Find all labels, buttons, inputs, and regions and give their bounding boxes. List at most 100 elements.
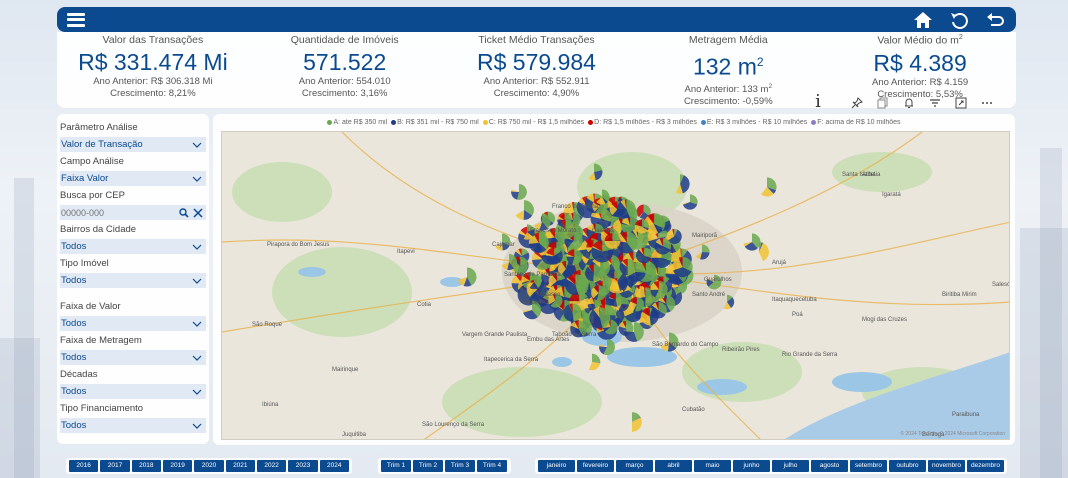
faixa-metragem-dropdown[interactable]: Todos: [60, 350, 206, 365]
search-icon[interactable]: [179, 207, 189, 218]
hamburger-icon[interactable]: [67, 12, 85, 27]
quarter-chip[interactable]: Trim 3: [445, 460, 475, 472]
quarter-chip[interactable]: Trim 4: [477, 460, 507, 472]
pie-slice: [622, 320, 627, 329]
month-chip[interactable]: agosto: [811, 460, 848, 472]
pie-slice: [604, 319, 618, 335]
quarter-chip[interactable]: Trim 2: [413, 460, 443, 472]
water-body: [607, 347, 677, 367]
pie-slice: [534, 222, 542, 231]
financiamento-dropdown[interactable]: Todos: [60, 418, 206, 433]
clear-icon[interactable]: [193, 207, 203, 218]
month-chip[interactable]: outubro: [889, 460, 926, 472]
pie-slice: [532, 252, 543, 260]
cep-input[interactable]: [61, 207, 161, 218]
pie-slice: [672, 257, 683, 271]
water-body: [832, 372, 892, 392]
campo-dropdown[interactable]: Faixa Valor: [60, 171, 206, 186]
pie-slice: [558, 212, 565, 220]
month-chip[interactable]: janeiro: [538, 460, 575, 472]
pie-slice: [594, 205, 601, 213]
month-chip[interactable]: julho: [772, 460, 809, 472]
year-chip[interactable]: 2023: [288, 460, 318, 472]
legend-item[interactable]: D: R$ 1,5 milhões - R$ 3 milhões: [588, 119, 697, 126]
parametro-label: Parâmetro Análise: [60, 122, 138, 133]
year-chip[interactable]: 2024: [319, 460, 349, 472]
pie-slice: [628, 251, 634, 263]
month-chip[interactable]: março: [616, 460, 653, 472]
legend-item[interactable]: F: acima de R$ 10 milhões: [811, 119, 901, 126]
pie-slice: [602, 189, 610, 202]
pie-slice: [635, 219, 642, 227]
kpi-value: R$ 579.984: [477, 49, 596, 75]
pie-slice: [534, 274, 542, 288]
year-chip[interactable]: 2019: [162, 460, 193, 472]
pie-slice: [643, 287, 646, 298]
pie-slice: [557, 220, 566, 230]
pie-slice: [588, 264, 594, 273]
pie-slice: [666, 229, 675, 241]
year-chip[interactable]: 2020: [194, 460, 224, 472]
copy-icon[interactable]: [874, 95, 892, 111]
alert-icon[interactable]: [900, 95, 918, 111]
month-chip[interactable]: abril: [655, 460, 692, 472]
quarter-chip[interactable]: Trim 1: [381, 460, 411, 472]
pie-slice: [495, 242, 503, 251]
month-chip[interactable]: dezembro: [967, 460, 1004, 472]
pie-slice: [767, 187, 777, 194]
pie-slice: [529, 282, 539, 290]
pie-slice: [526, 282, 534, 288]
month-chip[interactable]: novembro: [928, 460, 965, 472]
legend-item[interactable]: E: R$ 3 milhões - R$ 10 milhões: [700, 119, 807, 126]
month-chip[interactable]: junho: [733, 460, 770, 472]
pie-slice: [511, 191, 519, 200]
back-rotate-icon[interactable]: [948, 10, 970, 30]
pie-slice: [655, 280, 668, 299]
pie-slice: [566, 260, 569, 269]
decadas-dropdown[interactable]: Todos: [60, 384, 206, 399]
faixa-valor-dropdown[interactable]: Todos: [60, 316, 206, 331]
bairros-dropdown[interactable]: Todos: [60, 239, 206, 254]
pie-slice: [592, 245, 603, 252]
legend-item[interactable]: B: R$ 351 mil - R$ 750 mil: [391, 119, 479, 126]
pie-slice: [617, 272, 628, 291]
map-place-label: Barueri: [522, 300, 542, 306]
info-icon[interactable]: i: [815, 91, 821, 112]
pie-slice: [593, 307, 600, 318]
map-canvas[interactable]: Francisco Morato Franco da Rocha Caieiras M…: [221, 131, 1010, 440]
ocean: [785, 352, 1009, 439]
kpi-previous: Ano Anterior: 554.010: [298, 76, 391, 87]
pie-slice: [706, 278, 714, 287]
more-options-icon[interactable]: [978, 95, 996, 111]
pie-slice: [650, 289, 660, 298]
pie-slice: [557, 262, 567, 276]
year-chip[interactable]: 2022: [256, 460, 287, 472]
filter-icon[interactable]: [926, 95, 944, 111]
pie-slice: [600, 230, 610, 244]
tipo-imovel-dropdown[interactable]: Todos: [60, 273, 206, 288]
map-place-label: Paraibuna: [952, 412, 980, 418]
year-chip[interactable]: 2016: [69, 460, 99, 472]
pie-slice: [647, 214, 654, 225]
month-chip[interactable]: setembro: [850, 460, 887, 472]
year-chip[interactable]: 2021: [225, 460, 255, 472]
legend-item[interactable]: C: R$ 750 mil - R$ 1,5 milhões: [482, 119, 584, 126]
pie-slice: [588, 266, 594, 273]
home-icon[interactable]: [912, 10, 934, 30]
pie-slice: [598, 344, 607, 347]
pie-slice: [632, 229, 638, 240]
kpi-previous: Ano Anterior: R$ 552.911: [483, 76, 590, 87]
legend-item[interactable]: A: ate R$ 350 mil: [327, 119, 387, 126]
chevron-down-icon: [192, 176, 202, 182]
kpi-valor-transacoes: Valor das Transações R$ 331.474 Mi Ano A…: [57, 32, 249, 108]
month-chip[interactable]: fevereiro: [577, 460, 614, 472]
parametro-dropdown[interactable]: Valor de Transação: [60, 137, 206, 152]
pie-slice: [585, 266, 594, 282]
return-icon[interactable]: [984, 10, 1006, 30]
focus-mode-icon[interactable]: [952, 95, 970, 111]
month-chip[interactable]: maio: [694, 460, 731, 472]
pie-slice: [621, 296, 629, 305]
year-chip[interactable]: 2018: [131, 460, 161, 472]
year-chip[interactable]: 2017: [100, 460, 130, 472]
pin-icon[interactable]: [848, 95, 866, 111]
